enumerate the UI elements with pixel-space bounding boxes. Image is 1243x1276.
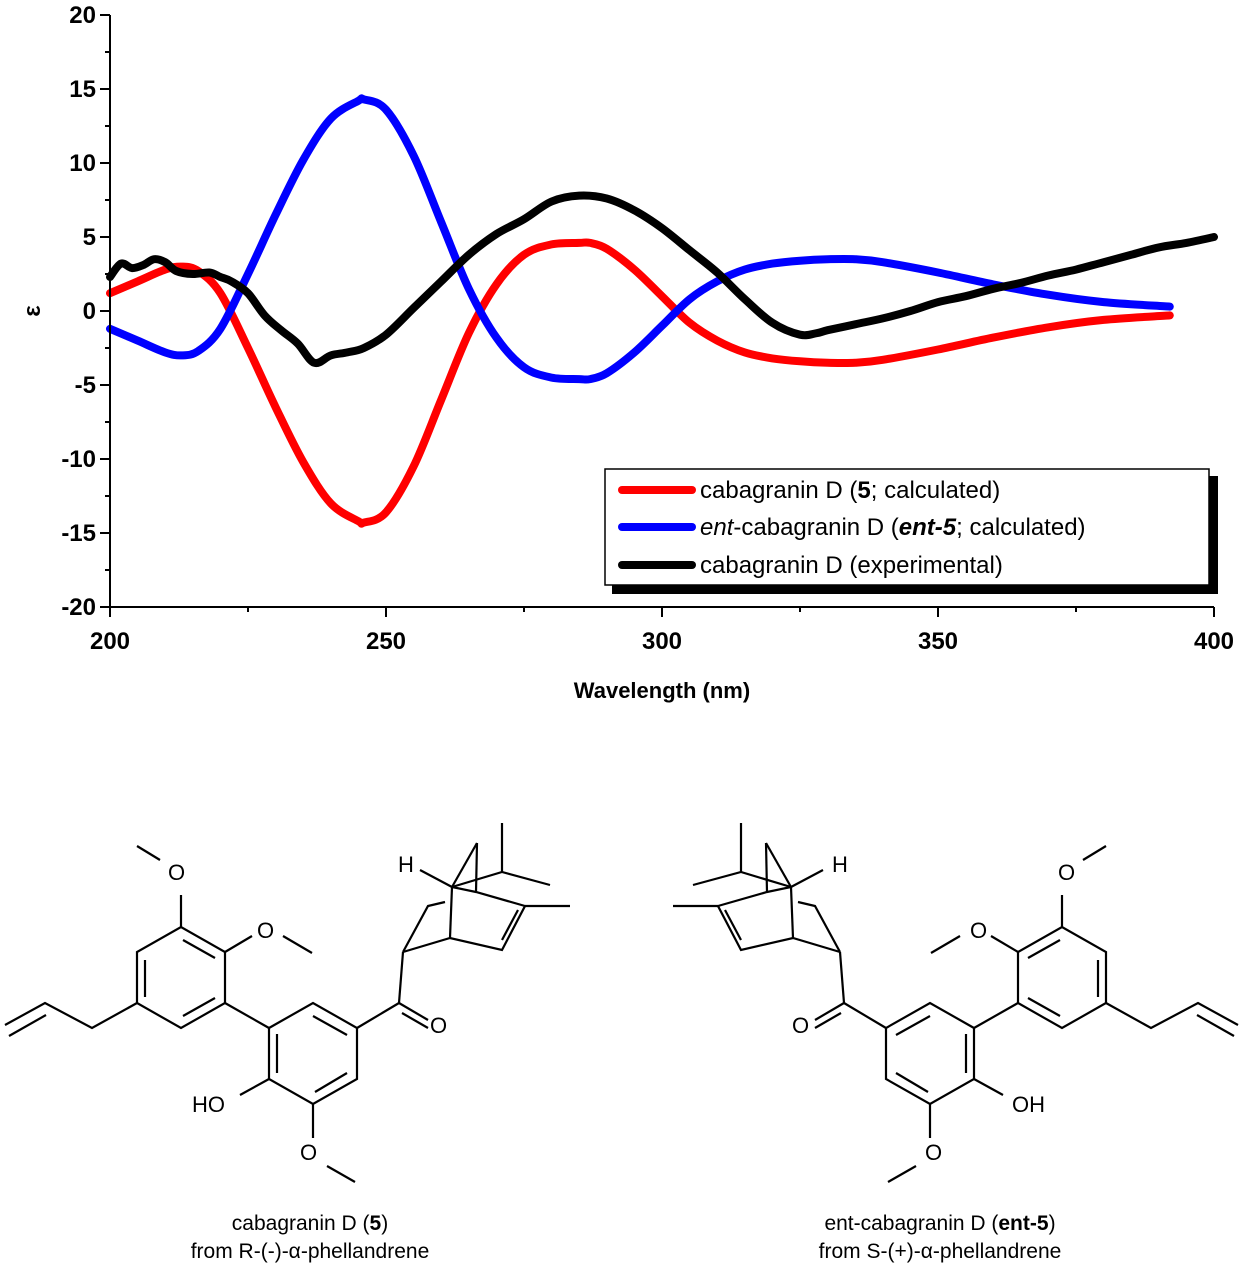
y-tick-label: -15 [61,520,96,547]
atom-o: O [300,1140,318,1165]
atom-oh: HO [192,1092,225,1117]
cd-spectrum-chart: -20 -15 -10 -5 0 5 10 15 20 200 250 300 350 400 Wavel… [19,2,1234,703]
axes: -20 -15 -10 -5 0 5 10 15 20 200 250 300 350 400 [61,2,1234,655]
legend: cabagranin D (5; calculated) ent-cabagra… [604,468,1218,594]
x-tick-label: 350 [918,628,958,655]
caption-right-compound-number: ent-5 [998,1212,1049,1235]
atom-labels-left: O O O HO O H [0,800,620,1200]
y-tick-label: 20 [69,2,96,29]
structure-cabagranin-d [4,823,570,1183]
y-tick-label: 15 [69,76,96,103]
atom-h: H [398,852,414,877]
caption-right-source: from S-(+)-α-phellandrene [818,1240,1062,1263]
atom-o: O [168,860,186,885]
atom-o: O [1058,860,1076,885]
y-tick-label: -10 [61,446,96,473]
atom-carbonyl-o: O [792,1013,810,1038]
y-tick-label: -20 [61,594,96,621]
caption-left-close: ) [381,1212,389,1235]
legend-label-calculated-ent-5: ent-cabagranin D (ent-5; calculated) [700,514,1086,541]
atom-h: H [832,852,848,877]
x-tick-label: 250 [366,628,406,655]
x-axis-title: Wavelength (nm) [574,678,750,703]
series-layer [106,94,1218,528]
caption-left-name: cabagranin D ( [231,1212,370,1235]
legend-box [604,468,1210,586]
caption-right-name: ent-cabagranin D ( [824,1212,999,1235]
series-line-0 [106,238,1174,528]
atom-o: O [970,918,988,943]
series-line-2 [106,191,1218,368]
caption-right: ent-cabagranin D (ent-5) from S-(+)-α-ph… [690,1210,1190,1266]
atom-o: O [257,918,275,943]
y-axis-title: ε [19,305,46,316]
y-tick-label: 0 [83,298,96,325]
y-tick-label: 5 [83,224,96,251]
caption-right-close: ) [1048,1212,1056,1235]
caption-left-compound-number: 5 [369,1212,382,1235]
atom-o: O [925,1140,943,1165]
caption-left-source: from R-(-)-α-phellandrene [190,1240,430,1263]
y-tick-label: -5 [75,372,96,399]
structure-ent-cabagranin-d [673,823,1239,1183]
legend-label-experimental: cabagranin D (experimental) [700,552,1003,579]
x-tick-label: 400 [1194,628,1234,655]
x-tick-label: 200 [90,628,130,655]
atom-oh: OH [1012,1092,1045,1117]
caption-left: cabagranin D (5) from R-(-)-α-phellandre… [60,1210,560,1266]
atom-carbonyl-o: O [430,1013,448,1038]
y-tick-label: 10 [69,150,96,177]
series-line-1 [106,94,1174,384]
atom-labels-right: O O O OH O H [620,800,1243,1200]
x-tick-label: 300 [642,628,682,655]
legend-label-calculated-5: cabagranin D (5; calculated) [700,477,1000,504]
